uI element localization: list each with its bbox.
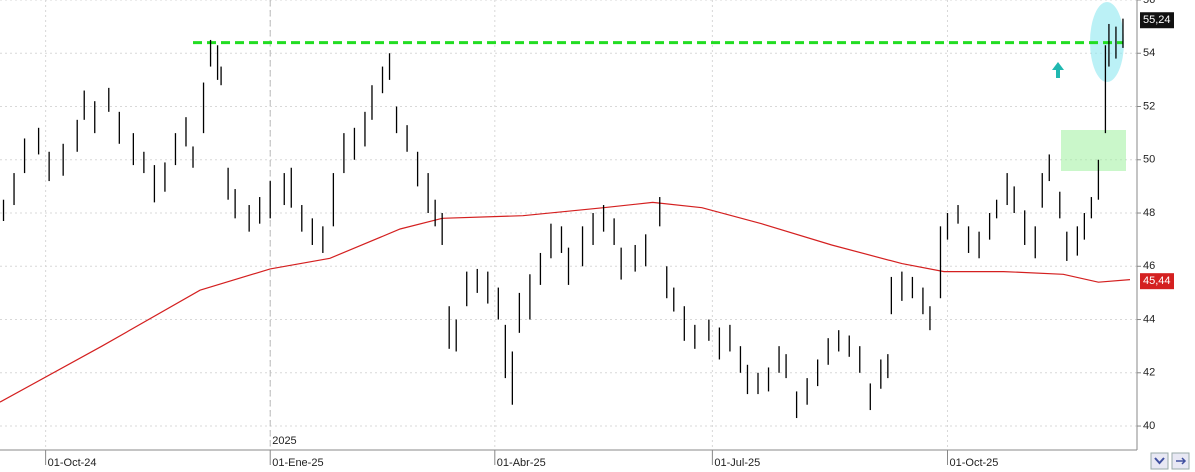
- x-tick-label: 01-Ene-25: [272, 457, 323, 469]
- last-value-label: 55,24: [1143, 14, 1171, 26]
- y-tick-label: 56: [1143, 0, 1155, 6]
- x-tick-label: 01-Oct-25: [950, 457, 999, 469]
- moving-average-line: [0, 201, 1131, 403]
- zoom-icon: [1176, 457, 1187, 465]
- x-tick-label: 01-Oct-24: [48, 457, 97, 469]
- last-value-tag: [1140, 12, 1174, 29]
- last-value-tag: [1140, 273, 1174, 290]
- scroll-button[interactable]: [1150, 452, 1169, 470]
- y-tick-label: 50: [1143, 154, 1155, 166]
- y-tick-label: 40: [1143, 420, 1155, 432]
- y-tick-label: 44: [1143, 313, 1155, 325]
- axes: 40 42 44 46 48 50 52 54 56 01-Oct-24 01-Ene-25 01-A…: [45, 0, 1174, 469]
- x-tick-label: 01-Abr-25: [497, 457, 546, 469]
- gap-highlight: [1061, 130, 1126, 171]
- y-tick-label: 52: [1143, 100, 1155, 112]
- plot: [0, 18, 1131, 419]
- y-tick-label: 46: [1143, 260, 1155, 272]
- up-arrow: [1052, 62, 1064, 78]
- scroll-icon: [1154, 457, 1165, 465]
- y-tick-label: 48: [1143, 207, 1155, 219]
- y-tick-label: 42: [1143, 367, 1155, 379]
- x-tick-label: 01-Jul-25: [714, 457, 760, 469]
- last-value-label: 45,44: [1143, 275, 1171, 287]
- y-tick-label: 54: [1143, 47, 1155, 59]
- year-label: 2025: [272, 435, 296, 447]
